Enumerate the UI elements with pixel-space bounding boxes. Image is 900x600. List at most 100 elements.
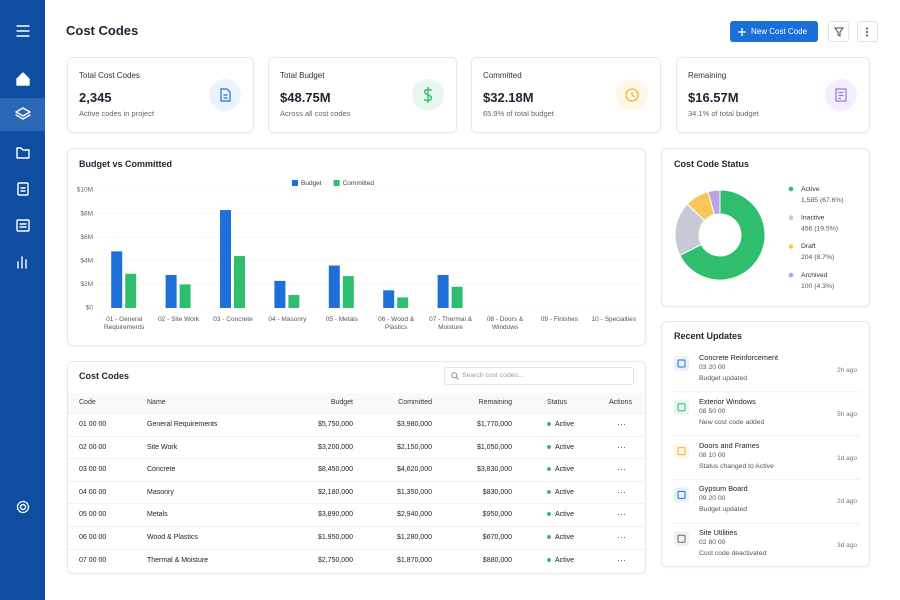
table-cell: 01 00 00 [79,421,107,428]
update-time: 1d ago [837,454,857,462]
table-header-bg [68,393,645,413]
page-title: Cost Codes [66,23,139,38]
update-code: 02 80 00 [699,539,726,547]
plus-icon [738,28,746,36]
kpi-label: Committed [483,71,522,80]
column-header: Remaining [478,399,512,406]
status-text: Active [555,488,575,496]
filter-button[interactable] [828,21,849,42]
table-cell: $8,450,000 [317,466,353,474]
table-cell: $950,000 [482,511,512,519]
kpi-label: Total Budget [280,71,325,80]
list-icon[interactable] [16,219,30,232]
update-title: Site Utilities [699,528,738,538]
row-divider [68,458,645,460]
new-cost-code-label: New Cost Code [751,27,808,36]
update-time: 3d ago [837,542,857,550]
clock-hands [631,91,635,98]
update-title: Doors and Frames [699,440,760,450]
status-dot [547,557,551,562]
table-cell: Site Work [147,443,178,451]
row-actions[interactable]: ··· [617,486,626,497]
chart-title: Budget vs Committed [79,159,173,169]
table-cell: Metals [147,511,168,519]
more-icon [866,27,868,37]
status-dot [547,444,551,449]
row-actions[interactable]: ··· [617,419,626,429]
row-actions[interactable]: ··· [617,509,626,520]
x-tick-label: 06 - Wood & Plastics [378,316,415,331]
update-code: 03 20 00 [699,364,726,371]
kpi-value: $32.18M [483,90,534,105]
table-cell: $5,750,000 [317,421,353,428]
status-text: Active [555,466,575,474]
chart-icon[interactable] [17,256,27,269]
layers-icon[interactable] [15,107,31,120]
row-divider [68,480,645,482]
table-cell: $1,950,000 [317,534,353,541]
table-cell: $2,150,000 [396,443,432,451]
document-icon [220,88,231,102]
table-cell: $2,750,000 [317,556,353,564]
settings-icon[interactable] [16,500,30,514]
status-text: Active [555,421,575,428]
x-tick-label: 04 - Masonry [268,316,307,323]
update-description: New cost code added [699,418,765,426]
update-description: Budget updated [699,375,747,382]
table-cell: $2,940,000 [396,511,432,519]
update-time: 2d ago [837,498,857,506]
column-header: Budget [330,399,353,406]
folder-icon[interactable] [16,147,30,159]
table-cell: 06 00 00 [79,534,107,541]
new-cost-code-button[interactable] [730,21,818,42]
kpi-icons [209,79,857,111]
table-cell: $1,870,000 [396,556,432,564]
clipboard-icon[interactable] [17,182,29,196]
table-cell: $830,000 [482,488,512,496]
status-dot [547,512,551,517]
row-actions[interactable]: ··· [617,464,626,475]
table-cell: 05 00 00 [79,511,107,519]
x-tick-label: 08 - Doors & Windows [486,316,524,331]
table-cell: $1,770,000 [476,421,512,428]
row-actions[interactable]: ··· [617,441,626,452]
table-cell: $880,000 [482,556,512,564]
updates-title: Recent Updates [674,331,743,341]
update-description: Budget updated [699,506,747,514]
update-description: Cost code deactivated [699,550,767,558]
search-placeholder[interactable]: Search cost codes... [462,372,524,379]
status-dot [547,535,551,539]
kpi-value: $48.75M [280,90,331,105]
table-cell: Concrete [147,466,176,474]
update-code: 08 10 00 [699,451,726,459]
table-cell: $3,980,000 [396,421,432,428]
update-time: 5h ago [837,410,857,418]
table-cell: Masonry [147,488,174,496]
sidebar-active-item [0,98,45,131]
search-icon [451,372,459,380]
table-cell: $3,890,000 [317,511,353,519]
home-icon[interactable] [16,72,30,86]
table-cell: 07 00 00 [79,556,107,564]
kpi-note: Across all cost codes [280,109,351,118]
row-actions[interactable]: ··· [617,532,626,542]
table-cell: $4,620,000 [396,466,432,474]
x-tick-label: 10 - Specialties [591,316,637,323]
search-box[interactable] [444,367,634,385]
kpi-note: Active codes in project [79,109,155,118]
table-cell: $1,350,000 [396,488,432,496]
kpi-note: 65.9% of total budget [483,109,554,118]
menu-icon[interactable] [16,25,30,37]
sidebar-icons [15,25,31,514]
update-code: 08 50 00 [699,407,726,415]
x-tick-label: 09 - Finishes [540,316,578,323]
column-header: Name [147,399,166,406]
table-cell: $3,200,000 [317,443,353,451]
kpi-label: Remaining [688,71,727,80]
table-cell: $1,050,000 [476,443,512,451]
more-button[interactable] [857,21,878,42]
status-text: Active [555,443,575,451]
table-cell: $3,830,000 [476,466,512,474]
update-description: Status changed to Active [699,462,774,470]
row-actions[interactable]: ··· [617,554,626,565]
